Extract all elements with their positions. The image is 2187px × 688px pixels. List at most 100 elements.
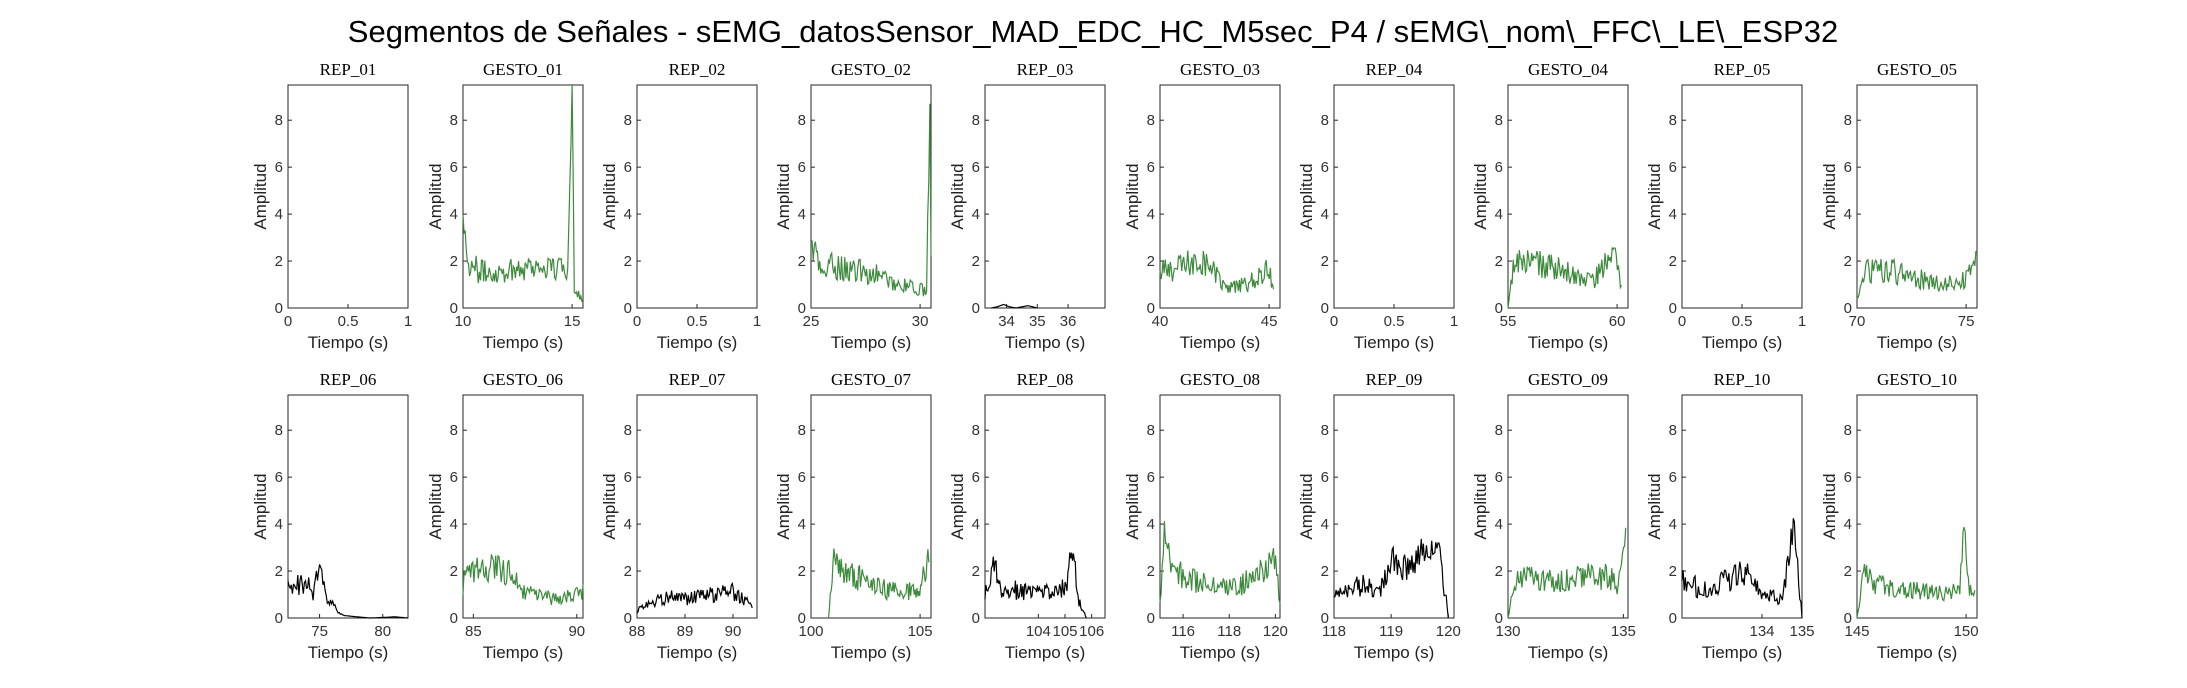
y-tick-label: 4 bbox=[972, 516, 980, 533]
subplot-title: GESTO_05 bbox=[1877, 60, 1957, 79]
y-tick-label: 0 bbox=[450, 300, 458, 317]
subplot-gesto-10: GESTO_10 0 2 4 6 8 145 150 Tiempo (s) Amplitud bbox=[1820, 370, 1979, 662]
y-tick-label: 6 bbox=[624, 159, 632, 176]
y-axis-label: Amplitud bbox=[1471, 163, 1490, 229]
y-tick-label: 8 bbox=[972, 422, 980, 439]
signal-line bbox=[1507, 527, 1627, 619]
x-axis-label: Tiempo (s) bbox=[1702, 643, 1783, 662]
y-tick-label: 8 bbox=[624, 112, 632, 129]
y-tick-label: 4 bbox=[1495, 206, 1503, 223]
y-tick-label: 0 bbox=[1495, 610, 1503, 627]
x-tick-label: 36 bbox=[1060, 313, 1077, 330]
x-tick-label: 0 bbox=[1678, 313, 1686, 330]
y-tick-label: 8 bbox=[1147, 422, 1155, 439]
y-axis-label: Amplitud bbox=[1123, 163, 1142, 229]
y-tick-label: 6 bbox=[1321, 469, 1329, 486]
x-axis-label: Tiempo (s) bbox=[483, 333, 564, 352]
subplot-title: GESTO_03 bbox=[1180, 60, 1260, 79]
y-tick-label: 4 bbox=[1147, 206, 1155, 223]
y-tick-label: 4 bbox=[275, 516, 283, 533]
y-tick-label: 0 bbox=[624, 300, 632, 317]
y-tick-label: 2 bbox=[972, 253, 980, 270]
y-tick-label: 8 bbox=[624, 422, 632, 439]
subplot-rep-10: REP_10 0 2 4 6 8 134 135 Tiempo (s) Amplitud bbox=[1645, 370, 1815, 662]
y-tick-label: 2 bbox=[1147, 563, 1155, 580]
x-tick-label: 15 bbox=[564, 313, 581, 330]
x-tick-label: 118 bbox=[1217, 623, 1241, 640]
x-tick-label: 60 bbox=[1609, 313, 1626, 330]
plot-area bbox=[1333, 84, 1455, 309]
y-tick-label: 8 bbox=[798, 422, 806, 439]
y-tick-label: 2 bbox=[1321, 253, 1329, 270]
x-axis-label: Tiempo (s) bbox=[1005, 333, 1086, 352]
subplot-title: GESTO_10 bbox=[1877, 370, 1957, 389]
subplot-title: REP_03 bbox=[1017, 60, 1074, 79]
signal-line bbox=[462, 554, 584, 606]
y-tick-label: 4 bbox=[1844, 206, 1852, 223]
y-tick-label: 8 bbox=[1495, 112, 1503, 129]
plot-area bbox=[1856, 84, 1978, 309]
y-tick-label: 2 bbox=[1147, 253, 1155, 270]
x-tick-label: 100 bbox=[798, 623, 823, 640]
y-tick-label: 6 bbox=[798, 159, 806, 176]
y-axis-label: Amplitud bbox=[948, 473, 967, 539]
plot-area bbox=[984, 394, 1106, 619]
y-tick-label: 2 bbox=[1669, 563, 1677, 580]
x-tick-label: 10 bbox=[455, 313, 472, 330]
x-tick-label: 118 bbox=[1322, 623, 1346, 640]
y-tick-label: 2 bbox=[275, 253, 283, 270]
signal-line bbox=[462, 84, 584, 304]
y-tick-label: 0 bbox=[624, 610, 632, 627]
subplot-title: GESTO_04 bbox=[1528, 60, 1608, 79]
plot-area bbox=[636, 394, 758, 619]
y-axis-label: Amplitud bbox=[600, 473, 619, 539]
y-axis-label: Amplitud bbox=[1820, 473, 1839, 539]
y-tick-label: 8 bbox=[275, 422, 283, 439]
x-tick-label: 55 bbox=[1500, 313, 1517, 330]
y-tick-label: 6 bbox=[972, 469, 980, 486]
x-axis-label: Tiempo (s) bbox=[308, 333, 389, 352]
y-tick-label: 4 bbox=[798, 516, 806, 533]
subplot-rep-05: REP_05 0 2 4 6 8 0 0.5 1 Tiempo (s) Amplitud bbox=[1645, 60, 1806, 352]
y-tick-label: 2 bbox=[972, 563, 980, 580]
x-axis-label: Tiempo (s) bbox=[831, 333, 912, 352]
subplot-title: GESTO_06 bbox=[483, 370, 563, 389]
x-tick-label: 89 bbox=[677, 623, 694, 640]
x-tick-label: 120 bbox=[1436, 623, 1461, 640]
subplot-rep-04: REP_04 0 2 4 6 8 0 0.5 1 Tiempo (s) Amplitud bbox=[1297, 60, 1458, 352]
y-tick-label: 0 bbox=[275, 300, 283, 317]
y-tick-label: 0 bbox=[1844, 610, 1852, 627]
x-tick-label: 0.5 bbox=[687, 313, 708, 330]
plot-area bbox=[1333, 394, 1455, 619]
y-tick-label: 2 bbox=[798, 253, 806, 270]
y-tick-label: 8 bbox=[1321, 112, 1329, 129]
y-tick-label: 6 bbox=[1669, 159, 1677, 176]
y-tick-label: 6 bbox=[972, 159, 980, 176]
x-tick-label: 105 bbox=[1052, 623, 1077, 640]
y-tick-label: 2 bbox=[1669, 253, 1677, 270]
y-axis-label: Amplitud bbox=[426, 473, 445, 539]
signal-line bbox=[984, 552, 1087, 619]
y-tick-label: 0 bbox=[972, 300, 980, 317]
y-tick-label: 2 bbox=[275, 563, 283, 580]
plot-area bbox=[984, 84, 1106, 309]
subplot-rep-08: REP_08 0 2 4 6 8 104 105 106 Tiempo (s) Amplitud bbox=[948, 370, 1106, 662]
subplot-title: REP_07 bbox=[669, 370, 726, 389]
x-axis-label: Tiempo (s) bbox=[831, 643, 912, 662]
x-tick-label: 80 bbox=[374, 623, 391, 640]
y-tick-label: 0 bbox=[972, 610, 980, 627]
y-tick-label: 4 bbox=[450, 516, 458, 533]
y-tick-label: 8 bbox=[972, 112, 980, 129]
x-tick-label: 119 bbox=[1379, 623, 1403, 640]
subplot-title: REP_02 bbox=[669, 60, 726, 79]
subplot-rep-03: REP_03 0 2 4 6 8 34 35 36 Tiempo (s) Amplitud bbox=[948, 60, 1106, 352]
y-tick-label: 8 bbox=[275, 112, 283, 129]
y-axis-label: Amplitud bbox=[1820, 163, 1839, 229]
x-tick-label: 75 bbox=[1958, 313, 1975, 330]
y-axis-label: Amplitud bbox=[1123, 473, 1142, 539]
x-tick-label: 0.5 bbox=[1384, 313, 1405, 330]
